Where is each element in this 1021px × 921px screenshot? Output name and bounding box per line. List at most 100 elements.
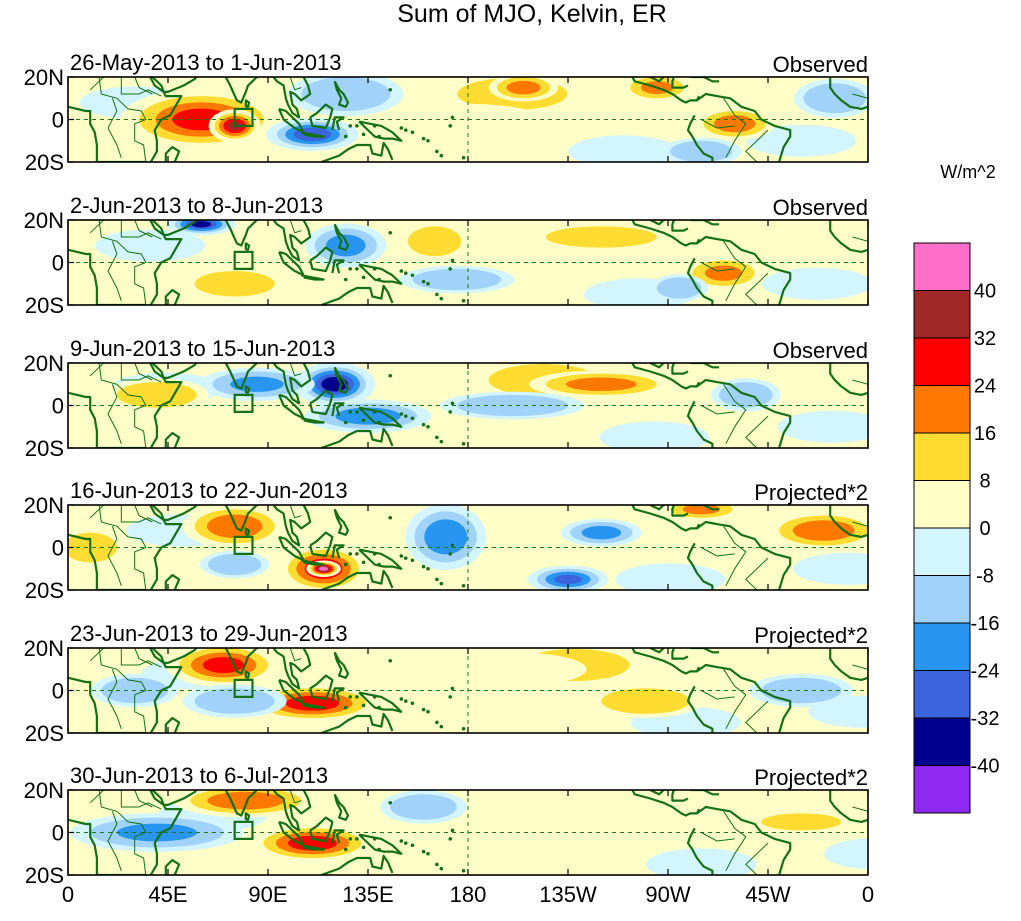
island-dot [348,552,353,556]
island-dot [450,115,455,120]
country-border [134,648,153,666]
index-box-marker [233,535,254,555]
island-dot [426,709,430,714]
colorbar-swatch [913,527,971,576]
colorbar-swatch [913,337,971,386]
island-dot [355,837,359,841]
lat-tick-label: 20S [25,436,64,461]
coastline [320,284,394,305]
panel-date-range: 26-May-2013 to 1-Jun-2013 [70,50,342,75]
island-dot [403,414,408,418]
colorbar-swatch [913,432,971,481]
coastline [164,146,181,162]
island-dot [399,839,404,843]
country-border [89,790,104,804]
country-border [89,220,104,234]
coastline [333,793,350,821]
colorbar-swatch [913,575,971,624]
coastline [696,520,792,590]
anomaly-contour [556,802,691,829]
country-border [107,98,122,158]
island-dot [361,703,366,708]
coastline [631,648,701,675]
panel-date-range: 23-Jun-2013 to 29-Jun-2013 [70,621,348,646]
lat-tick-label: 0 [52,108,64,133]
anomaly-contour [555,574,581,584]
island-dot [399,554,404,558]
coastline [68,648,183,733]
country-border [723,384,747,445]
anomaly-texture-patch [599,421,710,448]
country-border [107,241,122,301]
lat-tick-label: 0 [52,679,64,704]
island-dot [448,124,453,128]
island-dot [388,658,393,663]
coastline [631,363,701,390]
island-dot [421,849,426,854]
country-border [701,405,735,415]
country-border [289,505,302,519]
panel-kind-label: Projected*2 [754,765,868,790]
lon-tick-label: 90W [645,882,690,907]
lon-tick-label: 0 [62,882,74,907]
island-dot [410,843,415,848]
lon-tick-label: 90E [248,882,287,907]
country-border [852,236,868,242]
coastline [696,378,792,448]
island-dot [343,134,348,139]
country-border [852,379,868,385]
panel-3: 20N 0 20S 9-Jun-2013 to 15-Jun-2013 Observed [24,336,869,461]
colorbar-level-label: 32 [974,328,996,350]
anomaly-contour [394,796,453,818]
panel-kind-label: Projected*2 [754,480,868,505]
country-border [289,77,302,91]
colorbar-swatch [913,242,971,291]
colorbar-swatch [913,290,971,339]
country-border [134,363,153,381]
coastline [244,99,251,108]
coastline [309,531,334,558]
anomaly-texture-patch [777,410,868,443]
anomaly-contour [328,236,363,255]
island-dot [403,128,408,132]
lat-tick-label: 20N [24,208,64,233]
island-dot [435,435,439,440]
panel-plot-area [68,77,868,162]
island-dot [439,439,444,444]
panel-plot-area [68,648,868,733]
coastline [301,702,325,709]
country-border [98,505,147,590]
coastline [272,220,312,262]
island-dot [361,275,366,280]
island-dot [421,707,426,712]
coastline [631,505,701,532]
coastline [331,544,345,559]
coastline [301,559,325,566]
island-dot [403,556,408,560]
island-dot [388,515,393,520]
island-dot [421,564,426,569]
index-box-marker [233,107,254,127]
coastline [320,712,394,733]
coastline [649,363,689,375]
coastline [686,114,714,162]
colorbar-level-label: -40 [971,756,1000,778]
island-dot [355,410,359,414]
island-dot [435,720,439,725]
panel-1: 20N 0 20S 26-May-2013 to 1-Jun-2013 Observed [24,50,869,175]
index-box-marker [233,393,254,413]
coastline [224,505,259,532]
island-dot [435,862,439,867]
coastline [686,400,714,448]
anomaly-contour [312,81,380,107]
anomaly-contour [431,525,461,549]
island-dot [377,134,381,139]
country-border [852,806,868,812]
island-dot [450,686,455,691]
panel-plot-area [68,363,868,448]
anomaly-texture-patch [746,124,857,157]
island-dot [410,273,415,278]
coastline [272,77,312,119]
colorbar-swatch [913,765,971,814]
country-border [289,363,302,377]
